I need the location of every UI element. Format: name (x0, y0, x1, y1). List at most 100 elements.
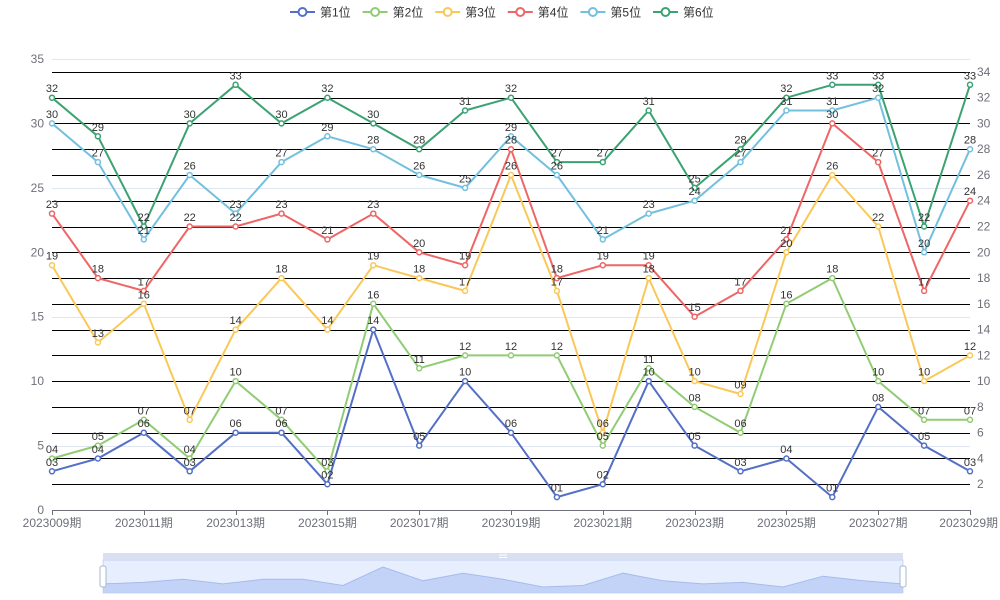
data-zoom-left-handle[interactable] (99, 565, 107, 588)
data-point[interactable] (370, 210, 377, 217)
data-point[interactable] (645, 274, 652, 282)
data-point[interactable] (324, 236, 331, 243)
data-zoom-selected-range[interactable] (103, 560, 903, 593)
data-point[interactable] (691, 184, 698, 192)
data-point[interactable] (737, 390, 744, 398)
data-point[interactable] (324, 326, 331, 333)
data-zoom-slider[interactable] (99, 553, 907, 594)
data-point[interactable] (507, 133, 515, 140)
data-point[interactable] (370, 120, 377, 127)
data-point[interactable] (278, 120, 285, 127)
data-point[interactable] (415, 171, 423, 179)
data-point[interactable] (737, 468, 744, 475)
data-point[interactable] (186, 223, 193, 230)
data-point[interactable] (324, 133, 331, 140)
data-point[interactable] (370, 261, 377, 269)
data-point[interactable] (966, 145, 974, 153)
data-point[interactable] (278, 210, 285, 217)
data-point[interactable] (645, 261, 652, 269)
data-point[interactable] (232, 81, 239, 89)
data-point[interactable] (966, 197, 974, 204)
data-point[interactable] (737, 158, 744, 166)
data-point[interactable] (691, 377, 698, 385)
data-point[interactable] (783, 107, 790, 114)
data-point[interactable] (829, 493, 836, 501)
data-point[interactable] (737, 145, 744, 153)
data-point[interactable] (507, 352, 515, 359)
data-point[interactable] (278, 274, 285, 282)
data-point[interactable] (920, 377, 928, 385)
data-zoom-right-handle[interactable] (899, 565, 907, 588)
legend-item-3[interactable]: 第3位 (435, 5, 496, 20)
data-point[interactable] (783, 236, 790, 243)
data-point[interactable] (966, 81, 974, 89)
data-point[interactable] (278, 416, 285, 424)
data-point[interactable] (461, 352, 469, 359)
data-point[interactable] (599, 158, 607, 166)
data-point[interactable] (461, 261, 469, 269)
data-point[interactable] (691, 442, 698, 449)
legend-item-1[interactable]: 第1位 (290, 5, 351, 20)
data-point[interactable] (874, 403, 882, 411)
data-point[interactable] (874, 81, 882, 89)
data-point[interactable] (48, 261, 56, 269)
data-point[interactable] (186, 171, 193, 179)
data-point[interactable] (599, 429, 607, 436)
data-point[interactable] (324, 94, 331, 101)
data-point[interactable] (370, 300, 377, 308)
data-zoom-move-handle[interactable] (103, 553, 903, 560)
data-point[interactable] (370, 145, 377, 153)
data-point[interactable] (94, 274, 102, 282)
data-point[interactable] (553, 158, 561, 166)
data-point[interactable] (415, 365, 423, 372)
data-point[interactable] (645, 365, 652, 372)
data-point[interactable] (783, 249, 790, 256)
data-point[interactable] (324, 468, 331, 475)
data-point[interactable] (324, 480, 331, 488)
data-point[interactable] (186, 120, 193, 127)
data-point[interactable] (966, 416, 974, 424)
data-point[interactable] (829, 171, 836, 179)
data-point[interactable] (599, 442, 607, 449)
data-point[interactable] (553, 287, 561, 295)
data-point[interactable] (599, 261, 607, 269)
data-point[interactable] (140, 287, 148, 295)
data-point[interactable] (48, 94, 56, 101)
legend-item-4[interactable]: 第4位 (507, 5, 569, 20)
data-point[interactable] (645, 107, 652, 114)
data-point[interactable] (94, 339, 102, 346)
data-point[interactable] (232, 210, 239, 217)
data-point[interactable] (920, 287, 928, 295)
data-point[interactable] (874, 94, 882, 101)
data-point[interactable] (553, 171, 561, 179)
data-point[interactable] (370, 326, 377, 333)
legend-item-5[interactable]: 第5位 (580, 5, 641, 20)
data-point[interactable] (278, 158, 285, 166)
data-point[interactable] (94, 442, 102, 449)
data-point[interactable] (140, 416, 148, 424)
data-point[interactable] (645, 377, 652, 385)
data-point[interactable] (829, 120, 836, 127)
data-point[interactable] (829, 107, 836, 114)
data-point[interactable] (48, 210, 56, 217)
legend-item-2[interactable]: 第2位 (362, 5, 424, 20)
data-point[interactable] (599, 480, 607, 488)
data-point[interactable] (232, 429, 239, 436)
data-point[interactable] (553, 274, 561, 282)
data-point[interactable] (461, 377, 469, 385)
data-point[interactable] (874, 223, 882, 230)
data-point[interactable] (874, 377, 882, 385)
data-point[interactable] (829, 274, 836, 282)
data-point[interactable] (783, 94, 790, 101)
data-point[interactable] (920, 249, 928, 256)
data-point[interactable] (783, 455, 790, 462)
data-point[interactable] (232, 377, 239, 385)
data-point[interactable] (966, 468, 974, 475)
data-point[interactable] (140, 300, 148, 308)
data-point[interactable] (94, 158, 102, 166)
data-point[interactable] (140, 429, 148, 436)
data-point[interactable] (278, 429, 285, 436)
data-point[interactable] (553, 352, 561, 359)
data-point[interactable] (920, 223, 928, 230)
data-point[interactable] (461, 287, 469, 295)
